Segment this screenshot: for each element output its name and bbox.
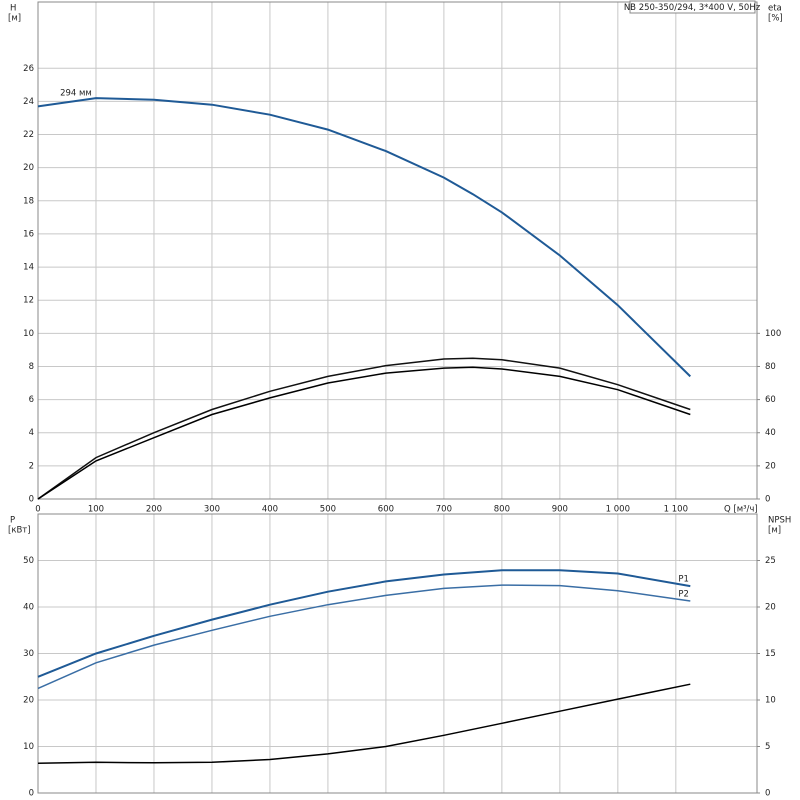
y2-tick-label: 20 [765, 603, 776, 613]
y-tick-label: 0 [29, 789, 34, 799]
x-tick-label: 500 [320, 505, 336, 515]
y-tick-label: 12 [23, 296, 34, 306]
y2-axis-label: NPSH [768, 516, 791, 526]
y-tick-label: 18 [23, 196, 34, 206]
y-tick-label: 30 [23, 649, 34, 659]
curve [37, 366, 691, 500]
y2-tick-label: 0 [765, 495, 770, 505]
x-tick-label: 700 [436, 505, 452, 515]
x-tick-label: 100 [88, 505, 104, 515]
y2-tick-label: 80 [765, 362, 776, 372]
y-axis-unit: [кВт] [8, 526, 31, 536]
y2-tick-label: 25 [765, 556, 776, 566]
y-tick-label: 10 [23, 742, 34, 752]
x-tick-label: 200 [146, 505, 162, 515]
x-tick-label: 800 [494, 505, 510, 515]
y-tick-label: 6 [29, 395, 34, 405]
x-axis-label: Q [м³/ч] [724, 505, 758, 515]
y2-tick-label: 20 [765, 461, 776, 471]
y-tick-label: 24 [23, 97, 34, 107]
y-tick-label: 26 [23, 64, 34, 74]
plot-frame [37, 1, 758, 500]
curve [37, 683, 691, 764]
x-tick-label: 1 100 [664, 505, 688, 515]
title-box [629, 0, 756, 14]
curve-label: P1 [678, 575, 689, 585]
y-axis-unit: [м] [8, 14, 21, 24]
curve-label: P2 [678, 589, 689, 599]
y2-axis-unit: [%] [768, 14, 783, 24]
y2-axis-unit: [м] [768, 526, 781, 536]
y-axis-label: P [10, 516, 15, 526]
y-tick-label: 10 [23, 329, 34, 339]
y2-axis-label: eta [768, 4, 782, 14]
y2-tick-label: 60 [765, 395, 776, 405]
y-axis-label: H [10, 4, 16, 14]
x-tick-label: 900 [552, 505, 568, 515]
x-tick-label: 400 [262, 505, 278, 515]
curve-label: 294 мм [60, 89, 92, 99]
y-tick-label: 22 [23, 130, 34, 140]
y2-tick-label: 40 [765, 428, 776, 438]
y2-tick-label: 15 [765, 649, 776, 659]
y2-tick-label: 5 [765, 742, 770, 752]
x-tick-label: 1 000 [606, 505, 630, 515]
y2-tick-label: 0 [765, 789, 770, 799]
x-tick-label: 600 [378, 505, 394, 515]
y-tick-label: 50 [23, 556, 34, 566]
x-tick-label: 300 [204, 505, 220, 515]
curve [37, 357, 691, 500]
y-tick-label: 20 [23, 163, 34, 173]
y-tick-label: 14 [23, 263, 34, 273]
chart-title: NB 250-350/294, 3*400 V, 50Hz [624, 3, 761, 13]
y-tick-label: 0 [29, 495, 34, 505]
y-tick-label: 16 [23, 229, 34, 239]
y-tick-label: 4 [29, 428, 34, 438]
y-tick-label: 40 [23, 603, 34, 613]
y-tick-label: 8 [29, 362, 34, 372]
plot-frame [37, 513, 758, 794]
x-tick-label: 0 [35, 505, 40, 515]
y-tick-label: 2 [29, 461, 34, 471]
curve [37, 584, 691, 690]
curve [37, 97, 692, 378]
y2-tick-label: 10 [765, 696, 776, 706]
y2-tick-label: 100 [765, 329, 781, 339]
y-tick-label: 20 [23, 696, 34, 706]
curve [37, 569, 691, 678]
